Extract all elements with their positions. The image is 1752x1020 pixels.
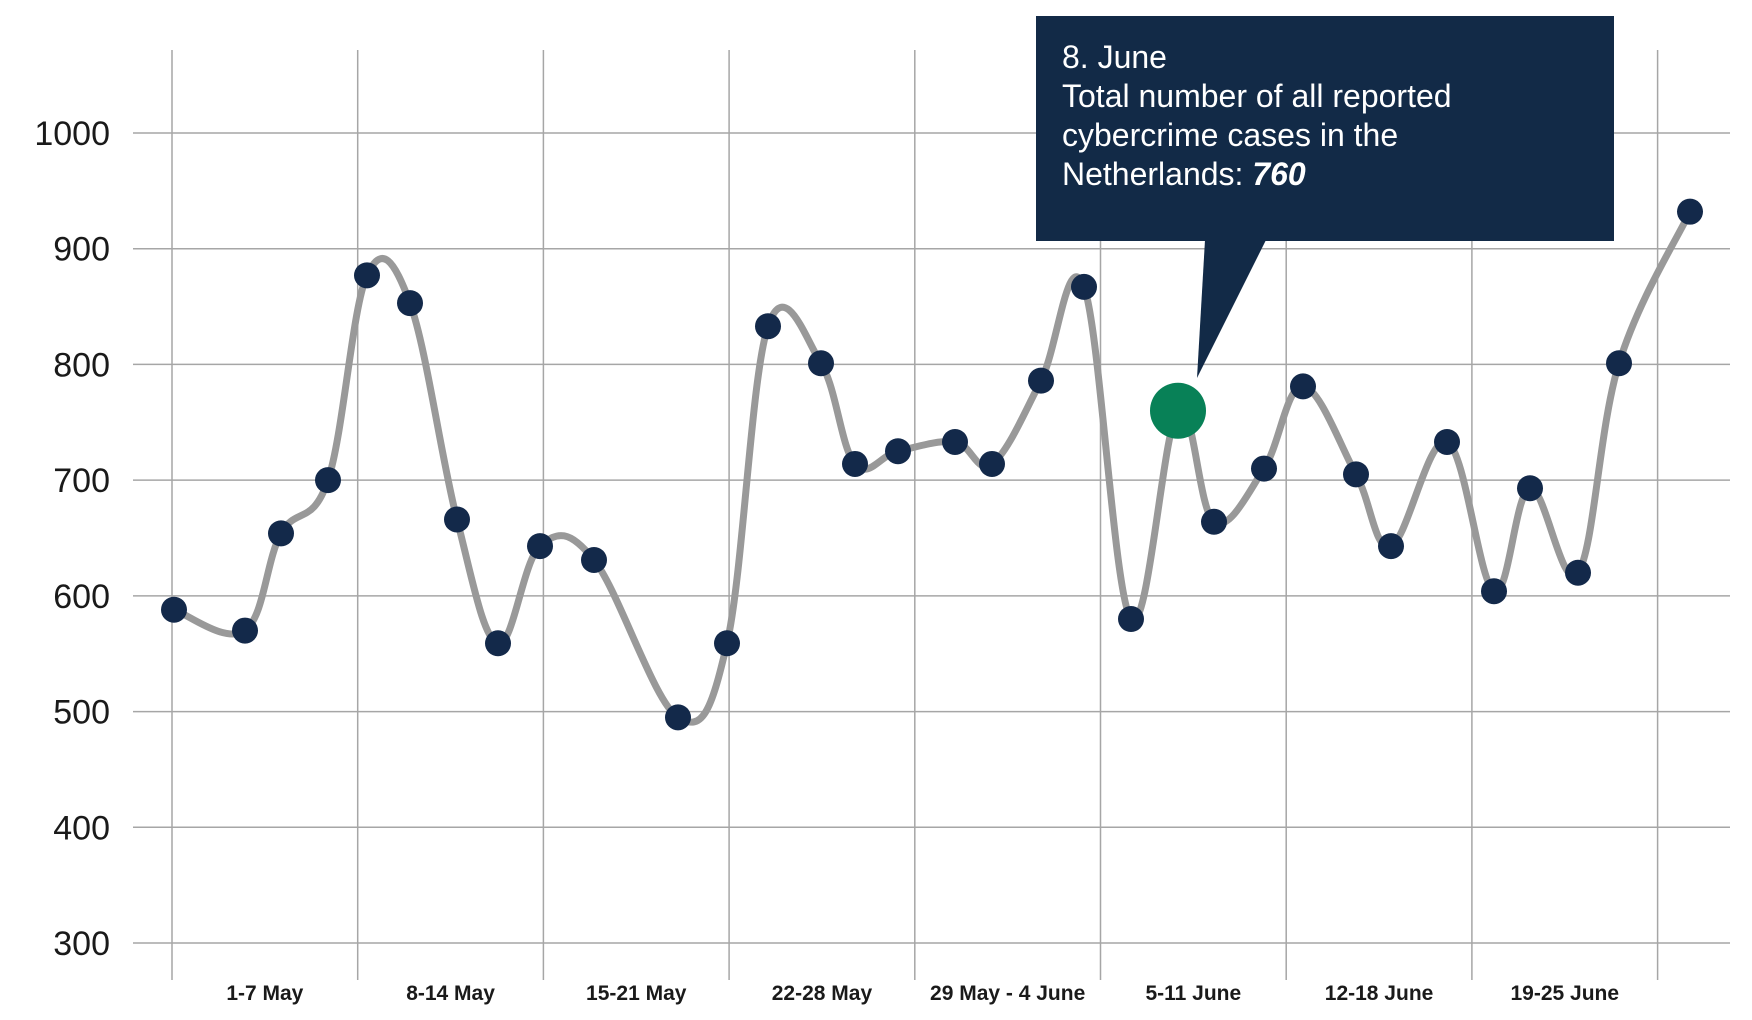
data-point — [979, 450, 1005, 477]
x-tick-label: 19-25 June — [1510, 982, 1619, 1005]
data-point — [354, 262, 380, 289]
y-axis-ticks: 300 400 500 600 700 800 900 1000 — [34, 115, 110, 963]
data-point — [1290, 373, 1316, 400]
data-point — [1118, 606, 1144, 632]
data-point — [1071, 273, 1097, 300]
data-point — [1517, 475, 1543, 502]
tooltip-country-label: Netherlands: — [1062, 156, 1252, 192]
data-point — [527, 533, 553, 560]
tooltip-line-4: Netherlands: 760 — [1062, 156, 1306, 192]
data-point — [1606, 350, 1632, 377]
tooltip-value: 760 — [1252, 156, 1306, 192]
y-tick-label: 400 — [53, 809, 110, 847]
tooltip-callout: 8. June Total number of all reported cyb… — [1036, 16, 1614, 378]
x-tick-label: 5-11 June — [1145, 982, 1241, 1005]
data-point — [1343, 461, 1369, 488]
x-tick-label: 1-7 May — [226, 982, 303, 1005]
tooltip-date: 8. June — [1062, 39, 1167, 75]
data-point — [444, 506, 470, 533]
data-point — [1677, 198, 1703, 225]
data-point — [1251, 455, 1277, 482]
x-tick-label: 12-18 June — [1325, 982, 1434, 1005]
data-point — [665, 704, 691, 731]
data-points — [161, 198, 1703, 731]
data-point — [268, 520, 294, 547]
data-point — [714, 630, 740, 657]
data-point — [161, 596, 187, 623]
x-tick-label: 15-21 May — [586, 982, 687, 1005]
data-point — [1481, 578, 1507, 605]
tooltip-pointer — [1197, 240, 1266, 378]
data-point — [1201, 508, 1227, 535]
data-point — [1378, 533, 1404, 560]
y-tick-label: 800 — [53, 346, 110, 384]
y-tick-label: 600 — [53, 578, 110, 616]
data-point — [1028, 367, 1054, 394]
data-point — [1565, 559, 1591, 586]
data-point — [842, 450, 868, 477]
y-tick-label: 700 — [53, 462, 110, 500]
data-point — [1434, 428, 1460, 455]
data-point — [755, 313, 781, 340]
tooltip-box — [1036, 16, 1614, 241]
y-tick-label: 900 — [53, 231, 110, 269]
data-point — [885, 438, 911, 465]
data-point — [808, 350, 834, 377]
data-point — [581, 546, 607, 573]
tooltip-line-2: Total number of all reported — [1062, 78, 1452, 114]
series-line — [170, 208, 1694, 726]
y-tick-label: 300 — [53, 925, 110, 963]
x-axis-week-labels: 1-7 May 8-14 May 15-21 May 22-28 May 29 May … — [226, 982, 1619, 1005]
data-point — [397, 290, 423, 317]
tooltip-line-3: cybercrime cases in the — [1062, 117, 1398, 153]
x-tick-label: 8-14 May — [406, 982, 495, 1005]
x-tick-label: 22-28 May — [772, 982, 873, 1005]
y-tick-label: 500 — [53, 694, 110, 732]
highlighted-data-point — [1150, 382, 1206, 439]
grid — [133, 50, 1730, 980]
data-point — [315, 467, 341, 494]
data-point — [232, 617, 258, 644]
x-tick-label: 29 May - 4 June — [930, 982, 1085, 1005]
y-tick-label: 1000 — [34, 115, 110, 153]
data-point — [942, 428, 968, 455]
data-point — [485, 630, 511, 657]
